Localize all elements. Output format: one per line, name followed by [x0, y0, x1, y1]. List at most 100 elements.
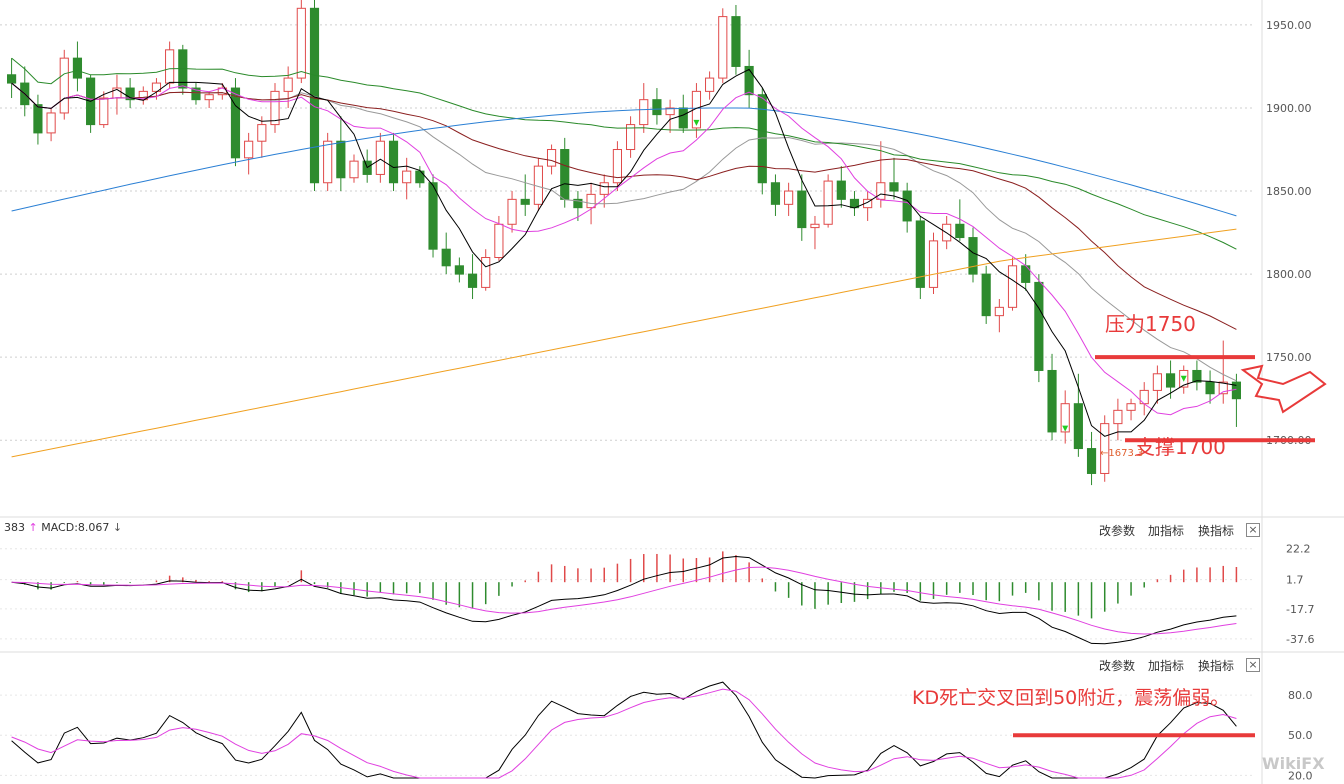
- kd-tick-label: 80.0: [1288, 689, 1313, 702]
- candle-body: [784, 190, 794, 205]
- candle-body: [1218, 381, 1228, 395]
- candle-body: [626, 124, 636, 151]
- candle-body: [1047, 369, 1057, 433]
- candle-body: [296, 7, 306, 79]
- candle-body: [889, 182, 899, 192]
- candle-body: [968, 237, 978, 275]
- kd-add-indicator-button[interactable]: 加指标: [1148, 659, 1185, 673]
- macd-tick-label: 22.2: [1286, 543, 1311, 556]
- candle-body: [230, 87, 241, 159]
- candle-body: [665, 107, 675, 116]
- ma120-line: [11, 107, 1237, 217]
- macd-indicator-label: 383 ↑ MACD:8.067 ↓: [4, 521, 122, 534]
- candle-body: [639, 99, 649, 126]
- macd-close-icon[interactable]: ×: [1246, 523, 1260, 537]
- candle-body: [744, 65, 754, 96]
- candle-body: [1165, 373, 1176, 388]
- signal-arrow-icon: [1180, 375, 1187, 382]
- candle-body: [1205, 381, 1215, 395]
- candle-body: [652, 99, 662, 116]
- candle-body: [507, 198, 517, 225]
- price-panel: 1950.001900.001850.001800.001750.001700.…: [7, 0, 1312, 486]
- candle-body: [349, 160, 359, 179]
- ma250-line: [11, 228, 1237, 458]
- candle-body: [1073, 403, 1083, 450]
- macd-add-indicator-button[interactable]: 加指标: [1148, 524, 1185, 538]
- ma10-line: [11, 82, 1237, 416]
- candle-body: [191, 87, 201, 101]
- macd-tick-label: -37.6: [1286, 633, 1314, 646]
- candle-body: [797, 190, 807, 229]
- candle-body: [336, 140, 346, 179]
- candle-body: [1126, 403, 1136, 411]
- candle-body: [375, 140, 385, 175]
- signal-arrow-icon: [693, 119, 700, 126]
- candle-body: [72, 57, 83, 79]
- macd-dea-line: [11, 566, 1237, 635]
- candle-body: [520, 198, 530, 205]
- candle-body: [151, 82, 162, 92]
- candle-body: [125, 87, 135, 101]
- kd-swap-indicator-button[interactable]: 换指标: [1198, 659, 1235, 673]
- macd-modify-params-button[interactable]: 改参数: [1099, 524, 1136, 538]
- candle-body: [863, 198, 873, 209]
- candle-body: [836, 180, 846, 200]
- candle-body: [981, 273, 991, 317]
- candle-body: [718, 16, 728, 79]
- down-arrow-icon: ↓: [112, 521, 123, 534]
- candle-body: [691, 90, 702, 129]
- low-price-value: 1673.3: [1108, 448, 1144, 459]
- direction-arrow-icon: [1240, 364, 1327, 414]
- kd-panel: 80.0 50.0 20.0: [11, 681, 1313, 782]
- candle-body: [902, 190, 912, 222]
- candle-body: [1192, 369, 1202, 383]
- watermark: WikiFX: [1262, 754, 1325, 773]
- ma5-line: [11, 68, 1237, 437]
- candle-body: [99, 97, 109, 126]
- price-tick-label: 1750.00: [1266, 351, 1312, 364]
- candle-body: [1152, 373, 1162, 391]
- candle-body: [915, 220, 925, 288]
- candle-body: [1086, 448, 1097, 474]
- candle-body: [454, 265, 464, 275]
- kd-tick-label: 20.0: [1288, 769, 1313, 782]
- candle-body: [810, 223, 820, 229]
- signal-arrow-icon: [1062, 425, 1069, 432]
- resistance-label: 压力1750: [1105, 312, 1196, 336]
- candle-body: [388, 140, 399, 184]
- kd-d-line: [11, 688, 1237, 779]
- low-price-marker: ←1673.3: [1100, 448, 1143, 459]
- candle-body: [599, 182, 609, 195]
- ma30-line: [11, 82, 1237, 330]
- candle-body: [33, 104, 43, 134]
- annotation-layer: [1013, 355, 1327, 738]
- candle-body: [415, 170, 425, 184]
- macd-tick-label: 1.7: [1286, 574, 1304, 587]
- candle-body: [1113, 409, 1123, 425]
- macd-swap-indicator-button[interactable]: 换指标: [1198, 524, 1235, 538]
- support-label: 支撑1700: [1135, 435, 1226, 459]
- candle-body: [1007, 265, 1018, 308]
- candle-body: [770, 182, 781, 205]
- kd-tick-label: 50.0: [1288, 729, 1313, 742]
- candle-body: [165, 49, 175, 84]
- macd-tick-label: -17.7: [1286, 603, 1314, 616]
- price-tick-label: 1800.00: [1266, 268, 1312, 281]
- candle-body: [560, 149, 570, 200]
- candle-body: [612, 149, 622, 184]
- price-tick-label: 1850.00: [1266, 185, 1312, 198]
- kd-close-icon[interactable]: ×: [1246, 658, 1260, 672]
- low-price-arrow-icon: ←: [1100, 448, 1109, 459]
- candle-body: [257, 124, 267, 142]
- price-tick-label: 1900.00: [1266, 102, 1312, 115]
- candle-body: [1060, 403, 1070, 433]
- candle-body: [467, 273, 478, 288]
- candle-body: [1034, 281, 1044, 371]
- macd-panel: 22.2 1.7 -17.7 -37.6: [11, 543, 1314, 646]
- candle-body: [481, 257, 491, 288]
- kd-annotation: KD死亡交叉回到50附近，震荡偏弱。: [912, 687, 1230, 709]
- candle-body: [705, 77, 715, 92]
- kd-modify-params-button[interactable]: 改参数: [1099, 659, 1136, 673]
- ma60-line: [11, 57, 1237, 250]
